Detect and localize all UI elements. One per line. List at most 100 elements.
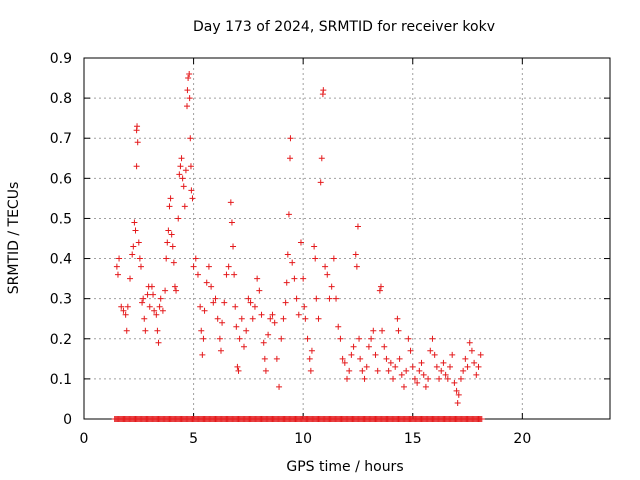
- data-point: [311, 243, 318, 250]
- data-point: [427, 347, 434, 354]
- data-point: [383, 355, 390, 362]
- data-point: [400, 383, 407, 390]
- data-point: [142, 327, 149, 334]
- data-points: [111, 71, 485, 422]
- data-point: [295, 311, 302, 318]
- data-point: [187, 135, 194, 142]
- data-point: [313, 295, 320, 302]
- data-point: [249, 315, 256, 322]
- data-point: [387, 359, 394, 366]
- y-tick-label: 0.4: [50, 252, 72, 268]
- data-point: [123, 327, 130, 334]
- data-point: [372, 351, 379, 358]
- data-point: [231, 271, 238, 278]
- data-point: [251, 303, 258, 310]
- data-point: [227, 199, 234, 206]
- data-point: [129, 251, 136, 258]
- data-point: [405, 335, 412, 342]
- data-point: [460, 367, 467, 374]
- data-point: [269, 311, 276, 318]
- data-point: [477, 351, 484, 358]
- chart-title: Day 173 of 2024, SRMTID for receiver kok…: [193, 19, 495, 35]
- data-point: [301, 303, 308, 310]
- data-point: [374, 367, 381, 374]
- data-point: [189, 195, 196, 202]
- data-point: [403, 367, 410, 374]
- data-point: [150, 291, 157, 298]
- data-point: [414, 379, 421, 386]
- data-point: [169, 243, 176, 250]
- data-point: [431, 351, 438, 358]
- data-point: [352, 251, 359, 258]
- data-point: [471, 359, 478, 366]
- data-point: [411, 375, 418, 382]
- data-point: [365, 343, 372, 350]
- data-point: [153, 311, 160, 318]
- data-point: [165, 227, 172, 234]
- data-point: [159, 307, 166, 314]
- data-point: [420, 371, 427, 378]
- data-point: [141, 315, 148, 322]
- data-point: [133, 163, 140, 170]
- data-point: [235, 367, 242, 374]
- data-point: [315, 315, 322, 322]
- data-point: [127, 275, 134, 282]
- data-point: [236, 335, 243, 342]
- data-point: [198, 327, 205, 334]
- data-point: [409, 363, 416, 370]
- data-point: [335, 323, 342, 330]
- data-point: [449, 351, 456, 358]
- data-point: [379, 327, 386, 334]
- data-point: [177, 163, 184, 170]
- data-point: [324, 271, 331, 278]
- data-point: [221, 299, 228, 306]
- data-point: [230, 243, 237, 250]
- data-point: [232, 303, 239, 310]
- data-point: [273, 355, 280, 362]
- data-point: [148, 283, 155, 290]
- data-point: [137, 263, 144, 270]
- data-point: [457, 375, 464, 382]
- data-point: [354, 223, 361, 230]
- data-point: [398, 371, 405, 378]
- data-point: [114, 271, 121, 278]
- data-point: [144, 291, 151, 298]
- data-point: [346, 367, 353, 374]
- y-tick-label: 0.6: [50, 171, 72, 187]
- data-point: [392, 363, 399, 370]
- data-point: [368, 335, 375, 342]
- data-point: [164, 239, 171, 246]
- data-point: [394, 315, 401, 322]
- data-point: [304, 335, 311, 342]
- data-point: [217, 347, 224, 354]
- data-point: [120, 307, 127, 314]
- data-point: [475, 363, 482, 370]
- data-point: [261, 355, 268, 362]
- data-point: [353, 263, 360, 270]
- x-tick-label: 0: [80, 431, 89, 447]
- data-point: [444, 375, 451, 382]
- data-point: [287, 135, 294, 142]
- data-point: [440, 359, 447, 366]
- data-point: [291, 275, 298, 282]
- data-point: [326, 295, 333, 302]
- data-point: [203, 279, 210, 286]
- data-point: [170, 259, 177, 266]
- data-point: [337, 335, 344, 342]
- data-point: [359, 367, 366, 374]
- data-point: [473, 371, 480, 378]
- data-point: [284, 251, 291, 258]
- data-point: [225, 263, 232, 270]
- axis-ticks: 0 0.1 0.2 0.3 0.4 0.5 0.6 0.7 0.8 0.9 0 5 10 15 20: [50, 51, 610, 447]
- data-point: [307, 367, 314, 374]
- data-point: [208, 283, 215, 290]
- data-point: [223, 271, 230, 278]
- data-point: [363, 363, 370, 370]
- data-point: [234, 363, 241, 370]
- data-point: [276, 383, 283, 390]
- data-point: [283, 279, 290, 286]
- data-point: [132, 227, 139, 234]
- data-point: [139, 299, 146, 306]
- data-point: [464, 363, 471, 370]
- data-point: [192, 255, 199, 262]
